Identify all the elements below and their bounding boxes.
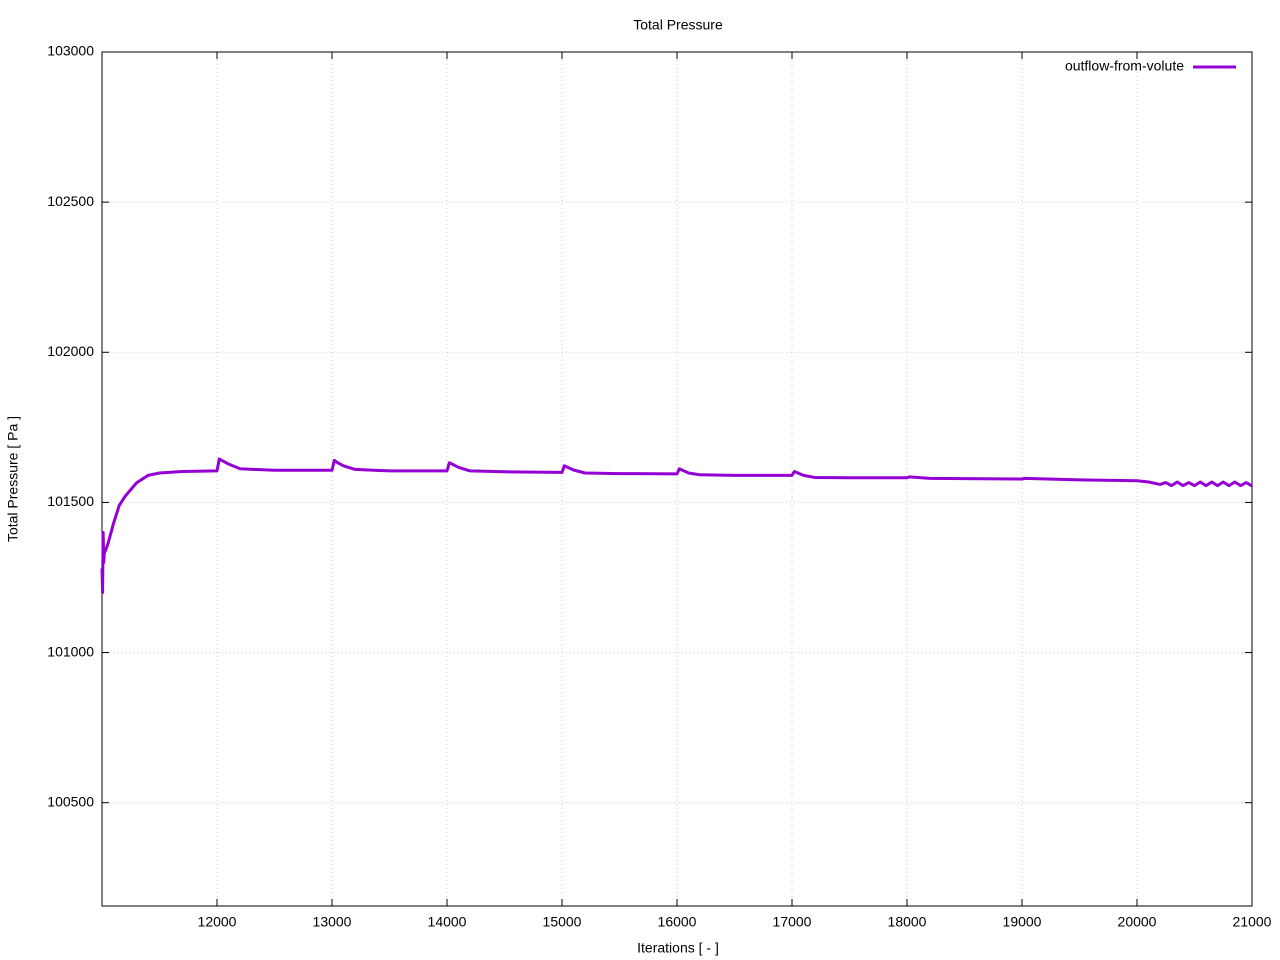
x-axis-label: Iterations [ - ] (637, 940, 719, 956)
x-tick-label: 17000 (773, 914, 812, 930)
x-tick-label: 18000 (888, 914, 927, 930)
x-tick-label: 12000 (198, 914, 237, 930)
y-tick-label: 100500 (47, 793, 94, 809)
x-tick-label: 20000 (1118, 914, 1157, 930)
y-tick-label: 102500 (47, 193, 94, 209)
x-tick-label: 19000 (1003, 914, 1042, 930)
y-axis-label: Total Pressure [ Pa ] (5, 416, 21, 542)
x-tick-label: 14000 (428, 914, 467, 930)
legend-label: outflow-from-volute (1065, 58, 1184, 74)
data-line (100, 457, 1253, 595)
y-tick-label: 101000 (47, 643, 94, 659)
x-tick-label: 16000 (658, 914, 697, 930)
x-tick-label: 21000 (1233, 914, 1272, 930)
x-tick-label: 15000 (543, 914, 582, 930)
chart-title: Total Pressure (633, 17, 723, 33)
y-tick-label: 101500 (47, 493, 94, 509)
plot-frame (101, 51, 1253, 907)
y-tick-label: 102000 (47, 343, 94, 359)
x-tick-label: 13000 (313, 914, 352, 930)
y-tick-label: 103000 (47, 43, 94, 59)
